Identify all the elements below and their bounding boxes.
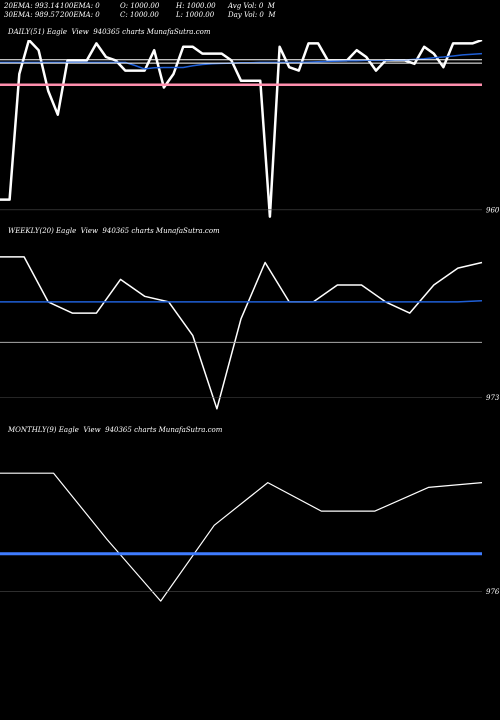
day-volume-readout: Day Vol: 0 M — [228, 11, 276, 19]
open-readout: O: 1000.00 — [120, 2, 160, 10]
monthly-panel-title: MONTHLY(9) Eagle View 940365 charts Muna… — [8, 426, 223, 434]
daily-series-line-0 — [0, 40, 483, 218]
daily-y-tick-label: 960 — [486, 206, 500, 214]
low-readout: L: 1000.00 — [176, 11, 215, 19]
weekly-panel-title: WEEKLY(20) Eagle View 940365 charts Muna… — [8, 227, 220, 235]
high-readout: H: 1000.00 — [176, 2, 216, 10]
monthly-chart: 976 — [0, 472, 500, 602]
close-readout: C: 1000.00 — [120, 11, 159, 19]
monthly-series-line-0 — [0, 472, 483, 602]
monthly-y-tick-label: 976 — [486, 588, 500, 596]
ema30-readout: 30EMA: 989.57 — [4, 11, 60, 19]
weekly-series-line-0 — [0, 256, 483, 410]
weekly-series-line-1 — [0, 299, 483, 303]
daily-panel-title: DAILY(51) Eagle View 940365 charts Munaf… — [8, 28, 211, 36]
avg-volume-readout: Avg Vol: 0 M — [228, 2, 275, 10]
weekly-y-tick-label: 973 — [486, 394, 500, 402]
ema20-readout: 20EMA: 993.14 — [4, 2, 60, 10]
weekly-chart: 973 — [0, 256, 500, 410]
daily-chart: 960 — [0, 40, 500, 218]
ema200-readout: 200EMA: 0 — [60, 11, 100, 19]
ema100-readout: 100EMA: 0 — [60, 2, 100, 10]
